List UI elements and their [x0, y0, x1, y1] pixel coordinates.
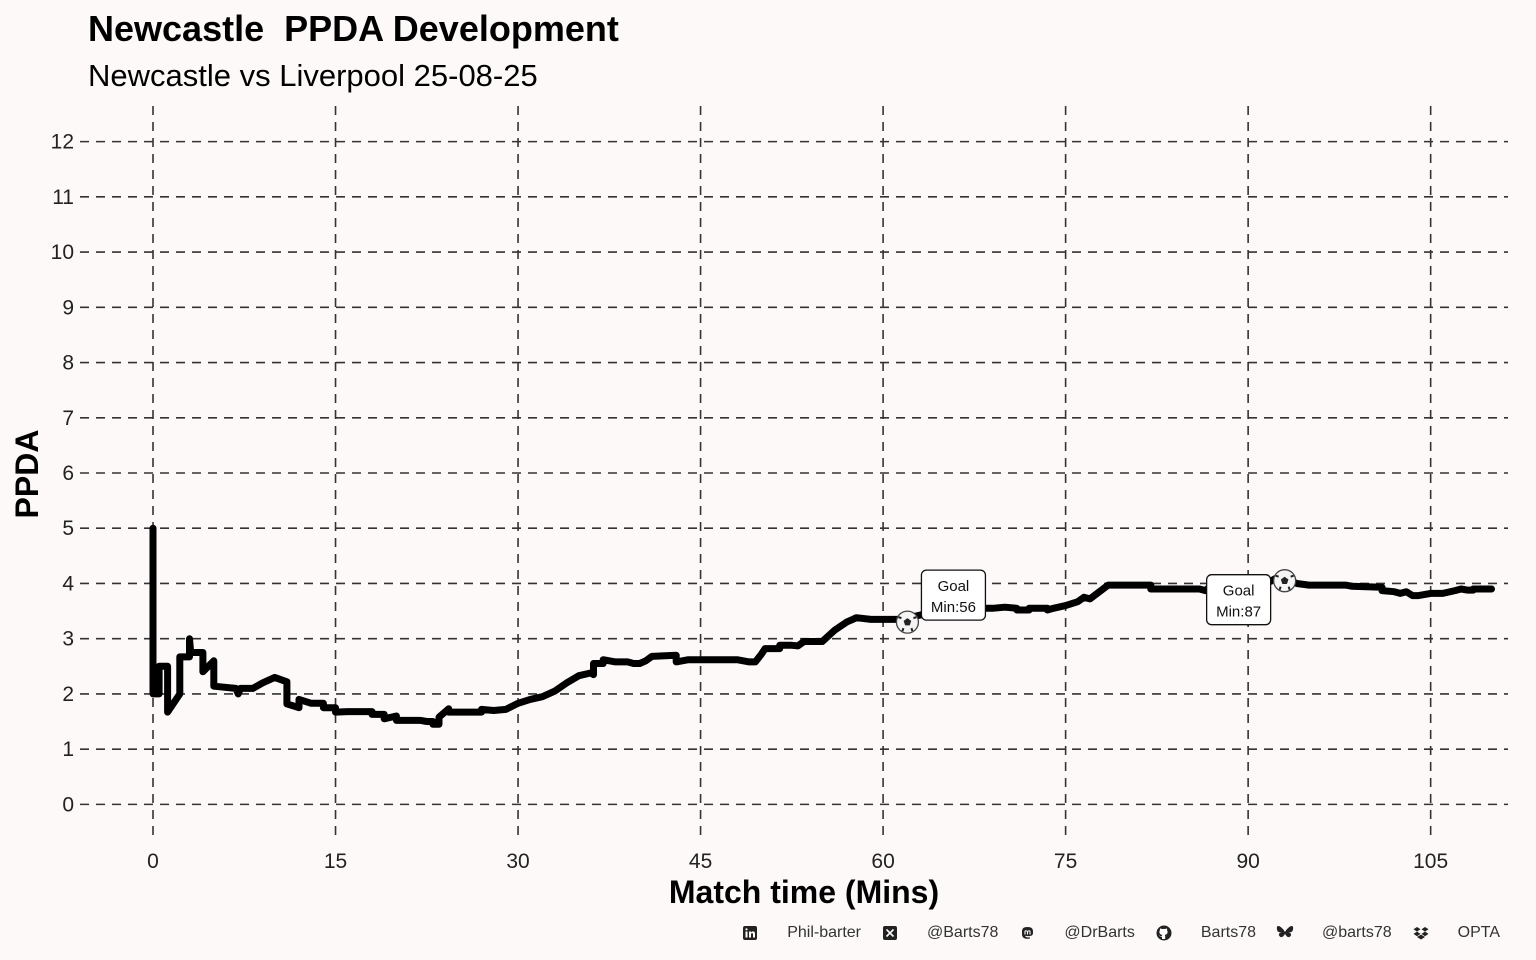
y-tick-label: 10 — [51, 241, 74, 264]
x-tick-label: 45 — [689, 850, 712, 873]
x-tick-label: 75 — [1054, 850, 1077, 873]
footer-item-github[interactable]: Barts78 — [1155, 924, 1256, 942]
goal-label-minute: Min:87 — [1216, 604, 1261, 621]
goal-annotation: Goal Min:56 — [895, 569, 987, 634]
footer-label-bluesky: @barts78 — [1322, 924, 1392, 941]
y-tick-label: 0 — [62, 793, 74, 816]
footer-item-x[interactable]: @Barts78 — [881, 924, 998, 942]
footer-label-github: Barts78 — [1200, 924, 1257, 941]
footer-label-linkedin: Phil-barter — [787, 924, 862, 941]
x-tick-label: 60 — [871, 850, 894, 873]
linkedin-icon — [741, 924, 759, 942]
footer-item-mastodon[interactable]: @DrBarts — [1018, 924, 1135, 942]
x-tick-label: 105 — [1413, 850, 1448, 873]
footer-label-x: @Barts78 — [927, 924, 999, 941]
bluesky-icon — [1276, 924, 1294, 942]
y-axis-title: PPDA — [9, 430, 45, 519]
y-tick-label: 11 — [52, 186, 74, 209]
y-tick-label: 3 — [62, 628, 74, 651]
football-icon — [895, 610, 920, 634]
y-tick-label: 2 — [62, 683, 74, 706]
goal-annotation: Goal Min:87 — [1205, 569, 1297, 626]
y-tick-label: 1 — [62, 738, 74, 761]
football-icon — [1272, 569, 1297, 593]
y-tick-label: 7 — [62, 407, 74, 430]
y-tick-label: 8 — [62, 352, 74, 375]
chart-subtitle: Newcastle vs Liverpool 25-08-25 — [88, 58, 538, 93]
footer-label-mastodon: @DrBarts — [1064, 924, 1135, 941]
goal-label-box — [920, 569, 987, 621]
x-icon — [881, 924, 899, 942]
y-tick-label: 9 — [62, 296, 74, 319]
goal-label-title: Goal — [1223, 583, 1255, 600]
x-tick-label: 15 — [324, 850, 347, 873]
x-tick-label: 90 — [1236, 850, 1259, 873]
x-tick-label: 0 — [147, 850, 159, 873]
x-axis-title: Match time (Mins) — [669, 874, 939, 910]
footer-item-dropbox[interactable]: OPTA — [1412, 924, 1500, 942]
x-tick-label: 30 — [506, 850, 529, 873]
ppda-series-line — [149, 524, 1495, 728]
y-tick-label: 6 — [62, 462, 74, 485]
footer-item-linkedin[interactable]: Phil-barter — [741, 924, 861, 942]
mastodon-icon — [1018, 924, 1036, 942]
goal-label-minute: Min:56 — [931, 599, 976, 616]
grid-layer — [80, 106, 1508, 842]
footer-label-dropbox: OPTA — [1457, 924, 1500, 941]
github-icon — [1155, 924, 1173, 942]
y-tick-label: 4 — [62, 572, 74, 595]
series-layer — [149, 524, 1495, 728]
goal-label-title: Goal — [938, 578, 970, 595]
dropbox-icon — [1412, 924, 1430, 942]
footer-credits: Phil-barter @Barts78 @DrBarts Barts78 @b… — [721, 924, 1500, 942]
goal-label-box — [1205, 574, 1272, 626]
footer-item-bluesky[interactable]: @barts78 — [1276, 924, 1392, 942]
y-tick-label: 5 — [62, 517, 74, 540]
y-tick-label: 12 — [51, 131, 74, 154]
annotation-layer: Goal Min:56 Goal Min:87 — [895, 569, 1297, 634]
chart-title: Newcastle PPDA Development — [88, 8, 619, 49]
